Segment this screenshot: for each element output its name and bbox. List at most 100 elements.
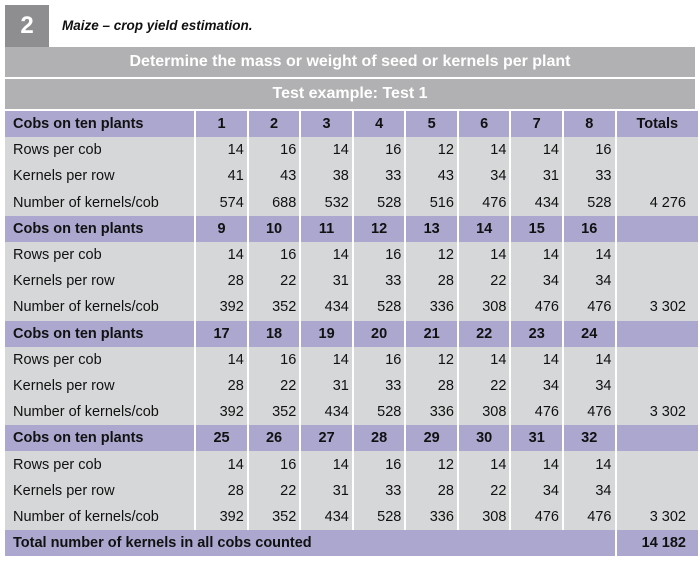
cell-value: 16 [353,451,405,478]
totals-header [616,215,698,242]
cell-value: 308 [458,399,510,426]
row-total: 3 302 [616,294,698,321]
cell-value: 476 [563,503,615,530]
cell-value: 34 [563,477,615,504]
cell-value: 28 [196,268,247,295]
grand-total-value: 14 182 [616,530,698,556]
cell-value: 14 [563,346,615,373]
table-row: Rows per cob 14 16 14 16 12 14 14 14 [5,346,698,373]
row-label: Kernels per row [5,372,195,400]
cell-value: 43 [406,163,457,190]
cell-value: 28 [406,477,457,504]
table-row: Number of kernels/cob 392 352 434 528 336 308 4… [5,294,698,321]
figure-number-badge: 2 [5,5,49,47]
cell-value: 22 [248,477,300,504]
figure-caption: Maize – crop yield estimation. [62,18,253,33]
cell-value: 34 [563,372,615,400]
row-label: Rows per cob [5,137,195,164]
plant-number: 25 [196,425,247,452]
group-header-row: Cobs on ten plants 25 26 27 28 29 30 31 32 [5,425,698,452]
cell-value: 528 [353,189,405,216]
table-row: Number of kernels/cob 392 352 434 528 336 308 4… [5,399,698,426]
cell-value: 434 [301,503,352,530]
group-header-label: Cobs on ten plants [5,425,195,452]
cell-value: 28 [196,477,247,504]
cell-value: 33 [353,163,405,190]
cell-value: 352 [248,294,300,321]
row-total: 3 302 [616,503,698,530]
row-total [616,268,698,295]
cell-value: 14 [301,346,352,373]
cell-value: 14 [301,451,352,478]
table-row: Number of kernels/cob 574 688 532 528 516 476 4… [5,189,698,216]
cell-value: 16 [248,346,300,373]
row-label: Kernels per row [5,477,195,504]
cell-value: 34 [563,268,615,295]
plant-number: 1 [196,111,247,138]
plant-number: 11 [301,215,352,242]
cell-value: 14 [458,241,510,269]
row-total [616,372,698,400]
cell-value: 14 [563,241,615,269]
cell-value: 34 [511,372,562,400]
kernel-count-table: Cobs on ten plants 1 2 3 4 5 6 7 8 Totals Rows per… [3,111,700,556]
cell-value: 43 [248,163,300,190]
row-total [616,451,698,478]
row-label: Kernels per row [5,163,195,190]
cell-value: 34 [458,163,510,190]
cell-value: 16 [563,137,615,164]
cell-value: 476 [511,399,562,426]
cell-value: 22 [458,268,510,295]
row-total: 4 276 [616,189,698,216]
plant-number: 16 [563,215,615,242]
table-row: Rows per cob 14 16 14 16 12 14 14 14 [5,241,698,269]
row-label: Rows per cob [5,451,195,478]
cell-value: 14 [511,137,562,164]
cell-value: 12 [406,451,457,478]
cell-value: 392 [196,503,247,530]
plant-number: 23 [511,320,562,347]
plant-number: 24 [563,320,615,347]
row-label: Number of kernels/cob [5,189,195,216]
cell-value: 392 [196,399,247,426]
cell-value: 336 [406,399,457,426]
plant-number: 27 [301,425,352,452]
plant-number: 22 [458,320,510,347]
cell-value: 532 [301,189,352,216]
plant-number: 3 [301,111,352,138]
cell-value: 14 [458,346,510,373]
row-label: Rows per cob [5,241,195,269]
totals-header: Totals [616,111,698,138]
cell-value: 16 [353,137,405,164]
cell-value: 14 [458,451,510,478]
row-total [616,163,698,190]
cell-value: 22 [248,372,300,400]
plant-number: 21 [406,320,457,347]
group-header-row: Cobs on ten plants 9 10 11 12 13 14 15 16 [5,215,698,242]
cell-value: 528 [353,294,405,321]
cell-value: 476 [511,503,562,530]
cell-value: 392 [196,294,247,321]
row-total [616,477,698,504]
plant-number: 6 [458,111,510,138]
plant-number: 15 [511,215,562,242]
group-header-row: Cobs on ten plants 17 18 19 20 21 22 23 24 [5,320,698,347]
cell-value: 352 [248,399,300,426]
cell-value: 434 [301,399,352,426]
cell-value: 16 [353,241,405,269]
plant-number: 10 [248,215,300,242]
cell-value: 12 [406,137,457,164]
cell-value: 14 [196,451,247,478]
table-row: Kernels per row 28 22 31 33 28 22 34 34 [5,477,698,504]
table-row: Number of kernels/cob 392 352 434 528 336 308 4… [5,503,698,530]
plant-number: 19 [301,320,352,347]
row-label: Kernels per row [5,268,195,295]
table-row: Rows per cob 14 16 14 16 12 14 14 14 [5,451,698,478]
plant-number: 30 [458,425,510,452]
cell-value: 22 [458,372,510,400]
group-header-label: Cobs on ten plants [5,215,195,242]
cell-value: 16 [248,241,300,269]
grand-total-row: Total number of kernels in all cobs coun… [5,530,698,556]
group-header-label: Cobs on ten plants [5,111,195,138]
plant-number: 18 [248,320,300,347]
